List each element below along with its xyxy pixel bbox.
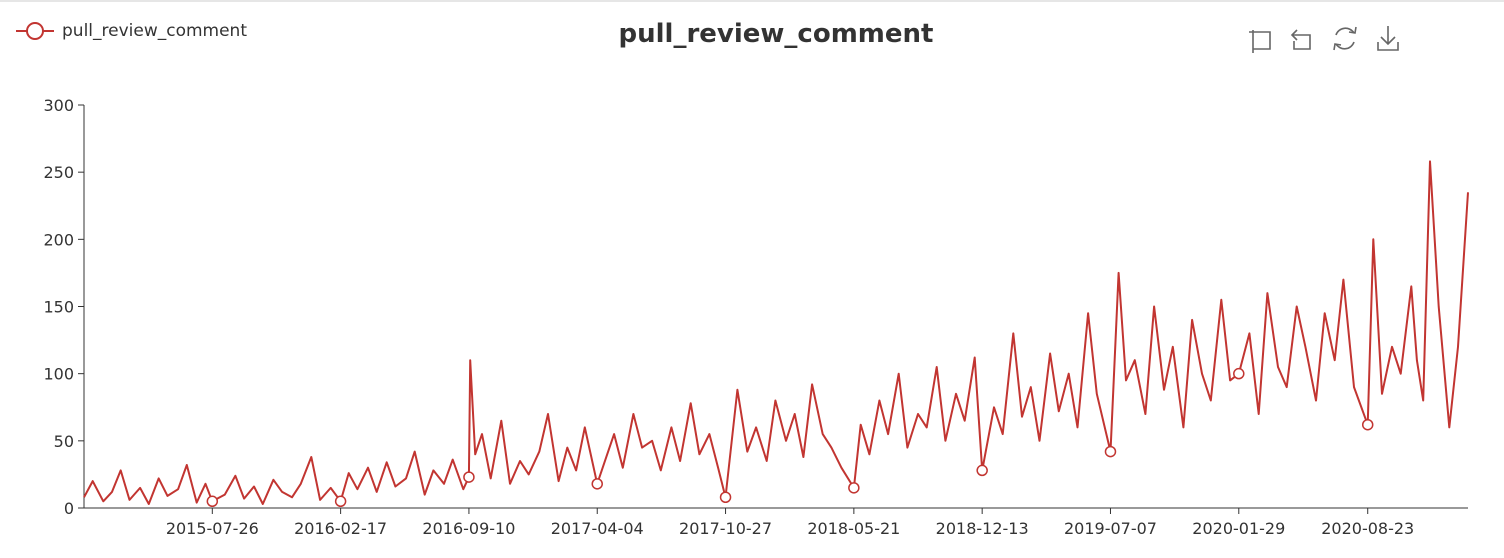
legend-symbol[interactable] [16, 22, 54, 40]
y-tick-label: 50 [54, 432, 74, 451]
x-tick-label: 2016-02-17 [294, 519, 387, 538]
y-tick-label: 150 [43, 298, 74, 317]
data-point [1233, 367, 1245, 380]
series-line [83, 160, 1469, 505]
y-axis: 0 50 100 150 200 250 300 [43, 96, 85, 518]
restore-icon[interactable] [1333, 26, 1357, 51]
x-tick-label: 2018-12-13 [936, 519, 1029, 538]
legend-label[interactable]: pull_review_comment [62, 21, 247, 41]
y-tick-label: 200 [43, 230, 74, 249]
x-axis: 2015-07-26 2016-02-17 2016-09-10 2017-04-04… [84, 507, 1468, 538]
data-point [591, 478, 603, 490]
zoom-reset-icon[interactable] [1290, 28, 1312, 50]
x-tick-label: 2015-07-26 [166, 519, 259, 538]
x-tick-label: 2019-07-07 [1064, 519, 1157, 538]
chart-title: pull_review_comment [619, 19, 934, 49]
data-point [1104, 445, 1117, 458]
toolbox [1249, 26, 1400, 53]
data-point [1361, 418, 1374, 431]
x-tick-label: 2017-04-04 [551, 519, 644, 538]
save-image-icon[interactable] [1376, 26, 1400, 51]
y-tick-label: 250 [43, 163, 74, 182]
data-point [719, 491, 732, 504]
x-tick-label: 2018-05-21 [807, 519, 900, 538]
data-point [334, 495, 347, 508]
y-tick-label: 300 [43, 96, 74, 115]
data-point [848, 482, 860, 494]
x-tick-label: 2020-08-23 [1321, 519, 1414, 538]
data-point [206, 495, 219, 508]
y-tick-label: 100 [43, 365, 74, 384]
x-tick-label: 2016-09-10 [422, 519, 515, 538]
data-point [463, 471, 475, 483]
zoom-icon[interactable] [1249, 28, 1272, 53]
legend[interactable]: pull_review_comment [16, 21, 247, 41]
x-tick-label: 2020-01-29 [1192, 519, 1285, 538]
y-tick-label: 0 [64, 499, 74, 518]
x-tick-label: 2017-10-27 [679, 519, 772, 538]
series-layer [83, 160, 1469, 505]
marker-layer [206, 367, 1374, 508]
data-point [976, 464, 988, 477]
